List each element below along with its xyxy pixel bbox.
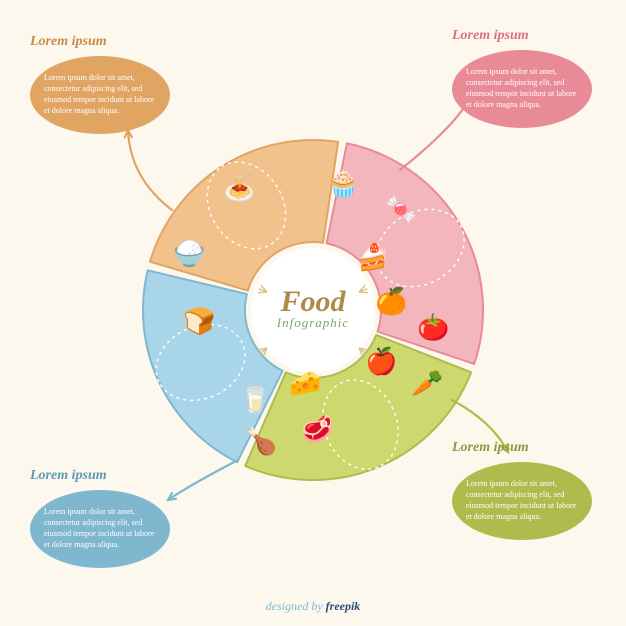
callout-body-protein: Lorem ipsum dolor sit amet, consectetur … [30,490,170,568]
center-circle [251,248,375,372]
callout-title-protein: Lorem ipsum [30,468,180,484]
callout-title-sweets: Lorem ipsum [452,28,602,44]
footer-brand: freepik [326,599,361,613]
footer-prefix: designed by [266,599,326,613]
callout-carbs: Lorem ipsum Lorem ipsum dolor sit amet, c… [30,34,180,134]
footer-credit: designed by freepik [0,599,626,614]
callout-body-produce: Lorem ipsum dolor sit amet, consectetur … [452,462,592,540]
infographic-canvas: Food Infographic Lorem ipsumLorem ipsum … [0,0,626,626]
callout-body-sweets: Lorem ipsum dolor sit amet, consectetur … [452,50,592,128]
callout-protein: Lorem ipsum Lorem ipsum dolor sit amet, c… [30,468,180,568]
callout-produce: Lorem ipsum Lorem ipsum dolor sit amet, c… [452,440,602,540]
callout-title-carbs: Lorem ipsum [30,34,180,50]
callout-sweets: Lorem ipsum Lorem ipsum dolor sit amet, c… [452,28,602,128]
callout-body-carbs: Lorem ipsum dolor sit amet, consectetur … [30,56,170,134]
callout-title-produce: Lorem ipsum [452,440,602,456]
